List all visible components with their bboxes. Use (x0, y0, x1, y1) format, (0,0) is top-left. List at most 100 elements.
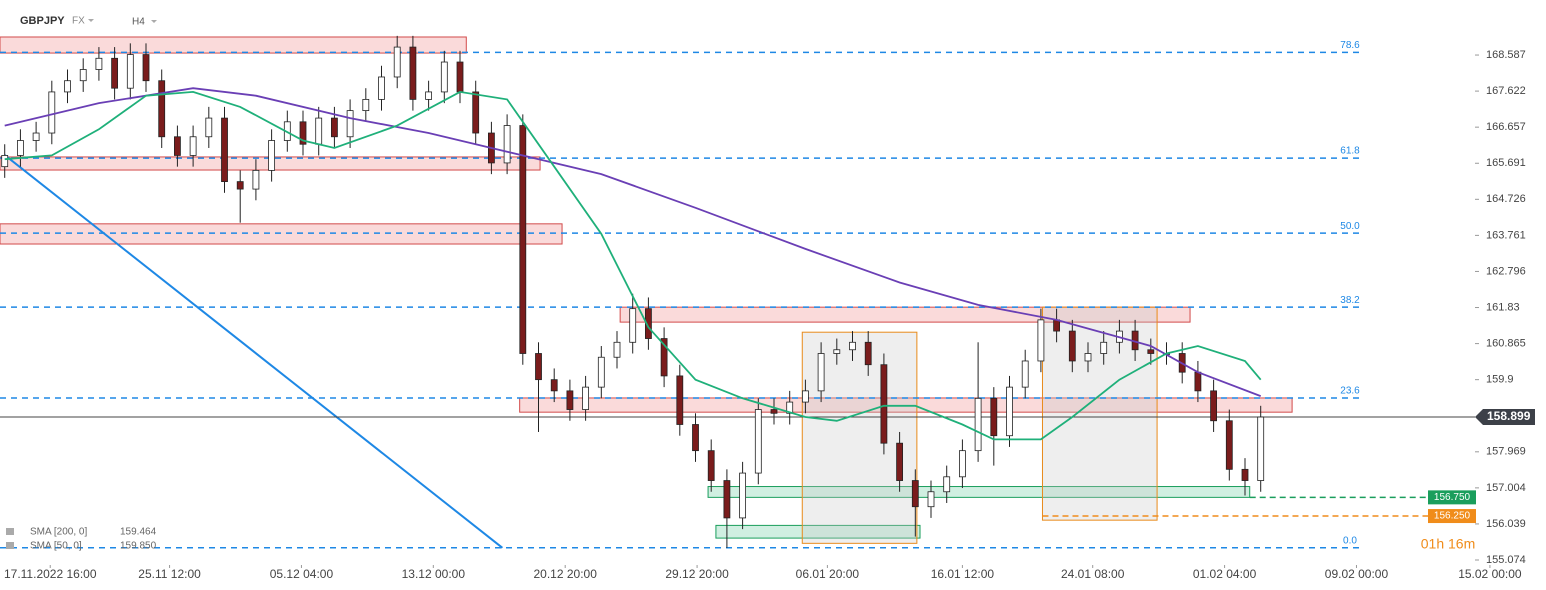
candle-body (1241, 468, 1249, 481)
x-tick-label: 24.01 08:00 (1061, 567, 1125, 581)
legend-value: 159.850 (120, 541, 157, 552)
candle-body (1147, 349, 1155, 354)
candle-body (927, 491, 935, 508)
candle-body (1100, 341, 1108, 354)
candle-body (158, 80, 166, 138)
y-tick-label: 157.004 (1486, 482, 1526, 494)
legend-value: 159.464 (120, 527, 157, 538)
candle-body (974, 397, 982, 452)
y-tick-label: 157.969 (1486, 446, 1526, 458)
fib-label: 61.8 (1340, 146, 1360, 157)
zone (1041, 306, 1158, 521)
legend-icon (6, 542, 14, 549)
dropdown-icon[interactable] (88, 19, 94, 22)
candle-body (566, 390, 574, 410)
candle-body (519, 125, 527, 354)
candle-body (1053, 319, 1061, 332)
candle-body (959, 450, 966, 478)
candle-body (786, 401, 794, 414)
current-price-tag (1475, 409, 1535, 426)
fib-label: 78.6 (1340, 40, 1360, 51)
candle-body (990, 397, 998, 437)
candle-body (331, 117, 338, 138)
candle-body (613, 341, 621, 358)
price-tag (1428, 490, 1476, 505)
x-tick-label: 13.12 00:00 (402, 567, 466, 581)
fib-label: 38.2 (1340, 295, 1360, 306)
candle-body (754, 409, 762, 474)
candle-body (817, 353, 825, 392)
price-tag-label: 156.250 (1434, 511, 1471, 522)
candle-body (864, 341, 872, 366)
market: FX (72, 16, 85, 27)
candle-body (409, 46, 417, 100)
candle-body (252, 169, 260, 190)
timeframe[interactable]: H4 (132, 17, 145, 28)
dropdown-icon[interactable] (151, 20, 157, 23)
candle-body (943, 476, 951, 493)
x-tick-label: 05.12 04:00 (270, 567, 334, 581)
x-tick-label: 29.12 20:00 (665, 567, 729, 581)
candle-body (582, 386, 590, 410)
y-tick-label: 162.796 (1486, 265, 1526, 277)
candle-body (315, 117, 323, 145)
trendline (4, 154, 504, 549)
candle-body (645, 308, 652, 339)
candle-body (48, 91, 56, 134)
y-tick-label: 159.9 (1486, 374, 1514, 386)
candle-body (32, 132, 40, 141)
candle-body (299, 121, 307, 145)
candle-body (1, 155, 9, 168)
candle-body (126, 54, 134, 89)
candle-body (1194, 371, 1202, 392)
y-tick-label: 155.074 (1486, 554, 1526, 566)
candle-body (1037, 319, 1045, 362)
legend-name: SMA [50, 0] (30, 541, 82, 552)
x-tick-label: 15.02 00:00 (1458, 567, 1522, 581)
candle-body (456, 61, 464, 93)
fib-label: 0.0 (1343, 535, 1357, 546)
candle-body (707, 450, 715, 481)
candle-body (1084, 353, 1092, 362)
zone (707, 486, 1251, 498)
candle-body (833, 349, 841, 354)
candle-body (393, 46, 401, 78)
candle-body (440, 61, 448, 93)
candle-body (95, 57, 103, 70)
x-tick-label: 17.11.2022 16:00 (4, 567, 97, 581)
candle-body (111, 57, 119, 89)
y-tick-label: 168.587 (1486, 49, 1526, 61)
candle-body (1225, 420, 1233, 470)
y-tick-label: 167.622 (1486, 85, 1526, 97)
candle-body (236, 181, 244, 190)
candle-body (174, 136, 181, 156)
sma-line (4, 90, 1262, 441)
x-tick-label: 20.12 20:00 (533, 567, 597, 581)
legend-name: SMA [200, 0] (30, 527, 87, 538)
candle-body (802, 390, 809, 403)
y-tick-label: 165.691 (1486, 157, 1526, 169)
price-tag-label: 156.750 (1434, 492, 1471, 503)
candle-body (1257, 416, 1265, 481)
y-tick-label: 160.865 (1486, 338, 1526, 350)
candle-body (1006, 386, 1013, 437)
candle-body (692, 424, 699, 452)
candle-body (221, 117, 228, 183)
candle-body (79, 69, 87, 82)
candle-body (189, 136, 197, 156)
candle-body (880, 364, 888, 444)
x-tick-label: 06.01 20:00 (796, 567, 860, 581)
candle-body (268, 140, 276, 171)
candle-body (205, 117, 213, 138)
candle-body (739, 472, 747, 519)
symbol[interactable]: GBPJPY (20, 15, 65, 27)
candle-body (17, 140, 24, 156)
fib-label: 50.0 (1340, 221, 1360, 232)
y-tick-label: 166.657 (1486, 121, 1526, 133)
zone (715, 524, 921, 539)
candle-body (472, 91, 480, 134)
candle-body (550, 379, 558, 392)
candle-body (911, 480, 919, 508)
y-tick-label: 161.83 (1486, 301, 1520, 313)
